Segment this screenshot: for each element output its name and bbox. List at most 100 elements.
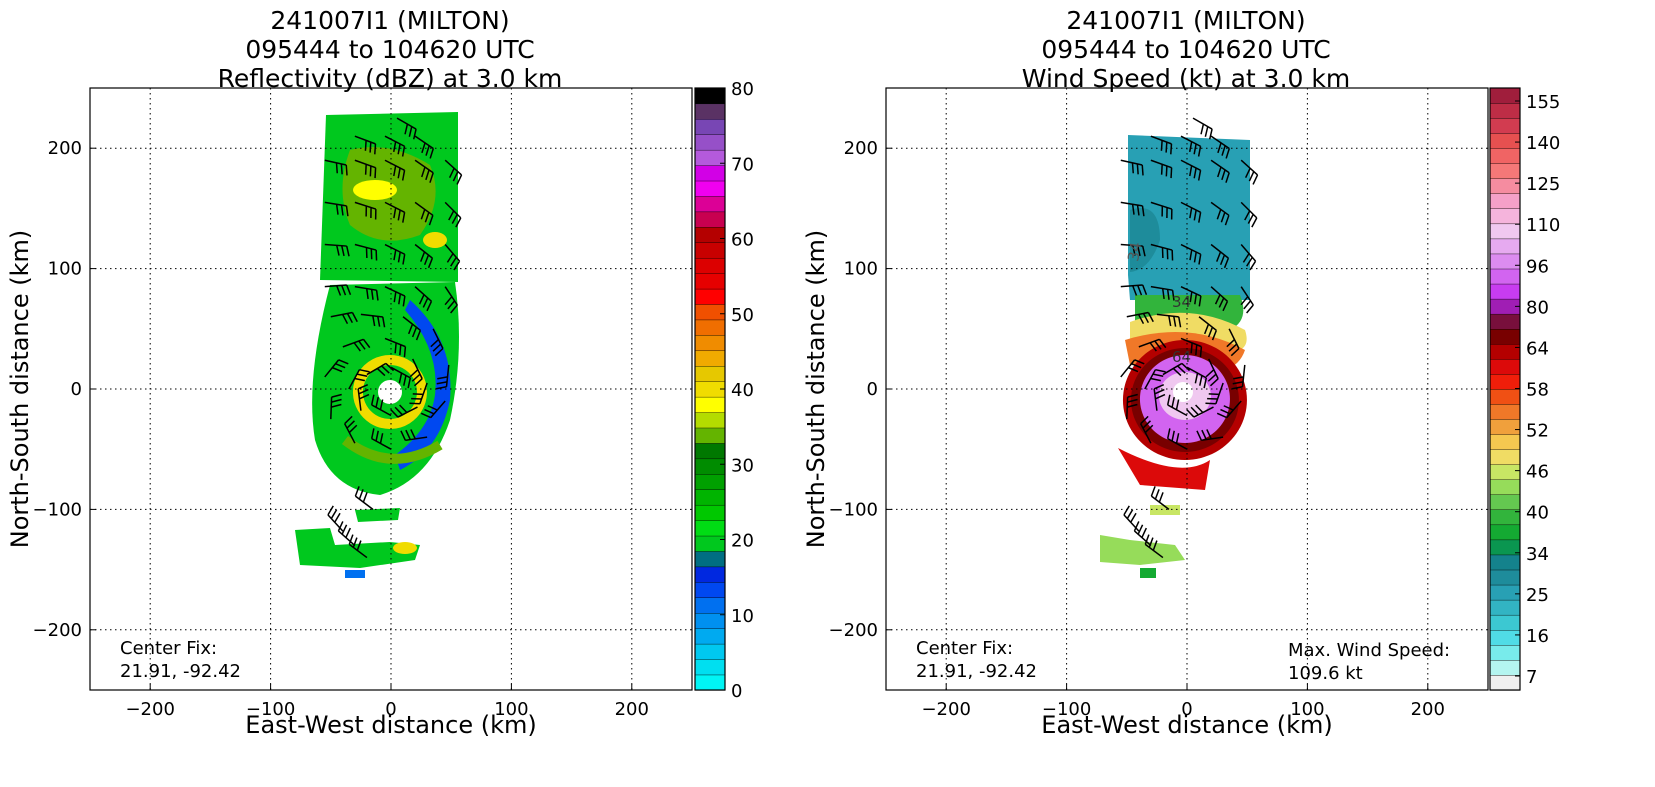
wind-barb-feather <box>1155 393 1166 400</box>
wind-barb-feather <box>1208 128 1213 140</box>
wind-barb-feather <box>421 166 426 178</box>
wind-barb-feather <box>1165 142 1168 153</box>
wind-barb-feather <box>1207 373 1217 382</box>
wind-barb-feather <box>1178 316 1182 328</box>
wind-barb <box>354 285 377 291</box>
wind-barb-feather <box>359 393 370 400</box>
wind-barb-feather <box>1131 363 1142 369</box>
colorbar-swatch <box>694 597 726 614</box>
wind-barb-feather <box>1246 256 1253 267</box>
wind-barb-feather <box>1242 253 1250 263</box>
wind-barb-feather <box>1168 315 1172 327</box>
colorbar-swatch <box>1489 102 1521 119</box>
wind-barb-feather <box>397 167 401 179</box>
right-max-wind-label: Max. Wind Speed: <box>1288 640 1450 661</box>
wind-barb-feather <box>341 285 347 296</box>
wind-barb-feather <box>1195 344 1198 356</box>
right-title-line-1: 241007I1 (MILTON) <box>1066 6 1306 35</box>
wind-barb-feather <box>1127 393 1138 398</box>
wind-barb <box>1226 400 1242 419</box>
wind-barb-feather <box>418 294 425 305</box>
right-title-line-2: 095444 to 104620 UTC <box>1041 35 1331 64</box>
wind-barb <box>414 159 434 174</box>
wind-barb-feather <box>341 314 349 325</box>
wind-barb-feather <box>407 377 412 389</box>
wind-barb <box>411 358 423 380</box>
wind-barb-feather <box>335 162 339 174</box>
wind-barb-feather <box>1141 164 1144 176</box>
colorbar-swatch <box>694 550 726 568</box>
colorbar-swatch <box>694 628 726 645</box>
wind-barb <box>396 117 417 130</box>
wind-barb-feather <box>375 430 379 442</box>
wind-barb-feather <box>345 164 348 176</box>
wind-barb-feather <box>1224 215 1230 226</box>
x-tick-label: −200 <box>125 699 174 720</box>
wind-barb <box>1241 364 1246 387</box>
wind-barb-feather <box>364 140 367 151</box>
wind-barb-feather <box>400 430 407 441</box>
wind-barb-feather <box>1160 140 1163 151</box>
wind-barb <box>1156 313 1179 318</box>
colorbar-swatch <box>694 442 726 460</box>
wind-barb-feather <box>1161 288 1165 300</box>
wind-barb-feather <box>1223 257 1230 269</box>
wind-barb-feather <box>374 167 377 179</box>
wind-barb-feather <box>1141 527 1147 538</box>
right-field-north <box>1128 135 1250 300</box>
wind-barb-feather <box>422 297 429 308</box>
wind-barb <box>414 243 433 259</box>
wind-barb-feather <box>421 142 426 154</box>
wind-barb <box>1210 201 1230 216</box>
wind-barb-feather <box>1158 338 1167 349</box>
wind-barb <box>430 400 446 419</box>
wind-barb-feather <box>362 338 371 349</box>
wind-barb-feather <box>434 347 444 357</box>
colorbar-swatch <box>1489 328 1521 345</box>
wind-barb-feather <box>1141 205 1145 217</box>
wind-barb-feather <box>341 524 348 535</box>
left-colorbar: 0 10 20 30 40 50 60 70 80 <box>694 79 754 702</box>
wind-barb-feather <box>1216 412 1228 419</box>
colorbar-swatch <box>1489 147 1521 164</box>
wind-barb-feather <box>409 369 419 378</box>
wind-barb-feather <box>1194 293 1198 305</box>
wind-barb-feather <box>1177 365 1186 374</box>
wind-barb-feather <box>1193 251 1197 263</box>
wind-barb-feather <box>1152 373 1164 377</box>
wind-barb-feather <box>331 393 342 398</box>
wind-barb-feather <box>1142 284 1148 296</box>
wind-barb-feather <box>1246 304 1254 314</box>
wind-barb-feather <box>337 521 344 532</box>
wind-barb <box>1180 135 1201 147</box>
wind-barb-feather <box>340 204 344 216</box>
colorbar-swatch <box>1489 674 1521 691</box>
left-center-fix-value: 21.91, -92.42 <box>120 661 241 682</box>
wind-barb-feather <box>375 396 379 408</box>
left-echo-south-1 <box>355 508 400 522</box>
colorbar-swatch <box>1489 388 1521 405</box>
wind-barb <box>384 285 406 297</box>
wind-barb-feather <box>1132 245 1136 256</box>
y-tick-label: −200 <box>829 620 878 641</box>
wind-barb-feather <box>1132 285 1138 296</box>
wind-barb-feather <box>1198 254 1202 265</box>
wind-barb-feather <box>399 404 408 414</box>
wind-barb-feather <box>392 141 397 153</box>
wind-barb <box>444 159 463 176</box>
wind-barb-feather <box>1140 415 1149 425</box>
colorbar-tick-label: 125 <box>1526 174 1560 195</box>
wind-barb-feather <box>1201 429 1207 440</box>
wind-barb-feather <box>358 340 366 350</box>
wind-barb <box>1150 135 1172 145</box>
wind-barb-feather <box>1244 167 1251 179</box>
wind-barb <box>1120 159 1143 166</box>
wind-barb-feather <box>1207 326 1214 338</box>
wind-barb-feather <box>381 365 390 374</box>
wind-barb-feather <box>427 257 434 269</box>
wind-barb-feather <box>403 346 407 358</box>
wind-barb <box>337 530 356 547</box>
wind-barb <box>1144 543 1164 559</box>
wind-barb-feather <box>1165 165 1168 177</box>
wind-barb-feather <box>1147 312 1154 323</box>
